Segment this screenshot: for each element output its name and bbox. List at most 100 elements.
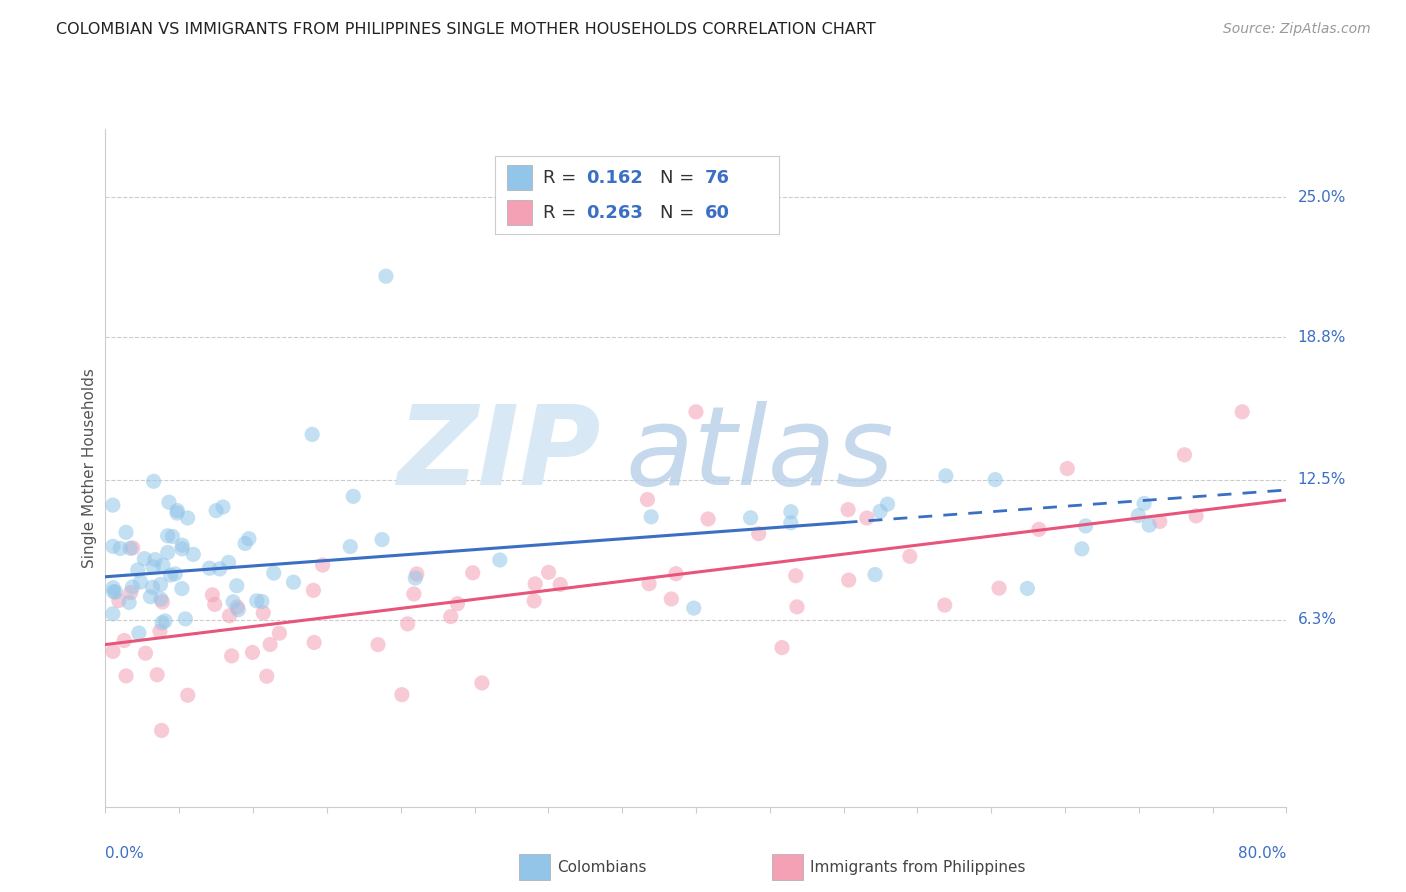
- Point: [682, 601, 704, 615]
- Point: [876, 497, 898, 511]
- Point: [640, 509, 662, 524]
- Text: 12.5%: 12.5%: [1298, 472, 1346, 487]
- Point: [1230, 405, 1253, 419]
- Point: [118, 595, 141, 609]
- Point: [201, 588, 224, 602]
- Point: [101, 581, 124, 595]
- Point: [785, 568, 807, 582]
- Point: [149, 624, 172, 639]
- Point: [488, 553, 510, 567]
- Text: Colombians: Colombians: [557, 860, 647, 874]
- Text: 60: 60: [704, 203, 730, 221]
- Point: [1133, 497, 1156, 511]
- Point: [524, 577, 547, 591]
- Point: [115, 525, 138, 540]
- Point: [786, 599, 808, 614]
- Point: [176, 511, 198, 525]
- Y-axis label: Single Mother Households: Single Mother Households: [82, 368, 97, 568]
- Point: [748, 526, 770, 541]
- Point: [342, 489, 364, 503]
- Point: [150, 723, 173, 738]
- Point: [181, 548, 204, 562]
- Point: [405, 566, 427, 581]
- Point: [226, 599, 249, 614]
- Point: [301, 427, 323, 442]
- Point: [1056, 461, 1078, 475]
- FancyBboxPatch shape: [506, 200, 531, 225]
- Point: [934, 598, 956, 612]
- Point: [120, 541, 142, 556]
- Point: [856, 511, 879, 525]
- Point: [101, 498, 124, 512]
- Point: [170, 541, 193, 556]
- Point: [143, 552, 166, 566]
- Point: [252, 606, 274, 620]
- Point: [222, 595, 245, 609]
- Text: N =: N =: [659, 169, 700, 186]
- Text: 80.0%: 80.0%: [1239, 847, 1286, 861]
- Point: [391, 688, 413, 702]
- FancyBboxPatch shape: [506, 165, 531, 190]
- Point: [869, 504, 891, 518]
- Point: [150, 595, 173, 609]
- Point: [461, 566, 484, 580]
- Point: [242, 645, 264, 659]
- Text: 6.3%: 6.3%: [1298, 612, 1337, 627]
- Point: [218, 556, 240, 570]
- Point: [157, 495, 180, 509]
- Point: [218, 608, 240, 623]
- Point: [134, 551, 156, 566]
- Point: [165, 566, 187, 581]
- Point: [101, 607, 124, 621]
- Point: [302, 583, 325, 598]
- Point: [246, 594, 269, 608]
- Text: 76: 76: [704, 169, 730, 186]
- Point: [665, 566, 688, 581]
- Point: [129, 575, 152, 590]
- Text: 0.0%: 0.0%: [105, 847, 145, 861]
- Point: [1028, 522, 1050, 536]
- Point: [898, 549, 921, 564]
- Point: [233, 536, 256, 550]
- Point: [440, 609, 463, 624]
- Point: [120, 585, 142, 599]
- Point: [150, 615, 173, 630]
- Point: [863, 567, 886, 582]
- Point: [121, 580, 143, 594]
- Point: [226, 603, 249, 617]
- Point: [146, 667, 169, 681]
- Point: [156, 529, 179, 543]
- Text: Source: ZipAtlas.com: Source: ZipAtlas.com: [1223, 22, 1371, 37]
- Point: [128, 626, 150, 640]
- Point: [259, 637, 281, 651]
- Point: [172, 538, 194, 552]
- Point: [537, 566, 560, 580]
- Point: [134, 646, 156, 660]
- Point: [1149, 515, 1171, 529]
- Point: [779, 505, 801, 519]
- Point: [837, 502, 859, 516]
- Point: [127, 563, 149, 577]
- Text: Immigrants from Philippines: Immigrants from Philippines: [810, 860, 1025, 874]
- Point: [339, 540, 361, 554]
- Point: [112, 633, 135, 648]
- Point: [121, 541, 143, 555]
- Text: R =: R =: [543, 169, 582, 186]
- Text: N =: N =: [659, 203, 700, 221]
- Point: [170, 582, 193, 596]
- Point: [139, 590, 162, 604]
- Point: [740, 511, 762, 525]
- Point: [1070, 541, 1092, 556]
- Point: [153, 614, 176, 628]
- Point: [1137, 518, 1160, 533]
- Point: [221, 648, 243, 663]
- Text: atlas: atlas: [626, 401, 894, 508]
- Point: [523, 594, 546, 608]
- Point: [446, 597, 468, 611]
- Point: [225, 579, 247, 593]
- Point: [142, 560, 165, 574]
- Point: [149, 577, 172, 591]
- Point: [685, 405, 707, 419]
- Point: [935, 468, 957, 483]
- Point: [1017, 582, 1039, 596]
